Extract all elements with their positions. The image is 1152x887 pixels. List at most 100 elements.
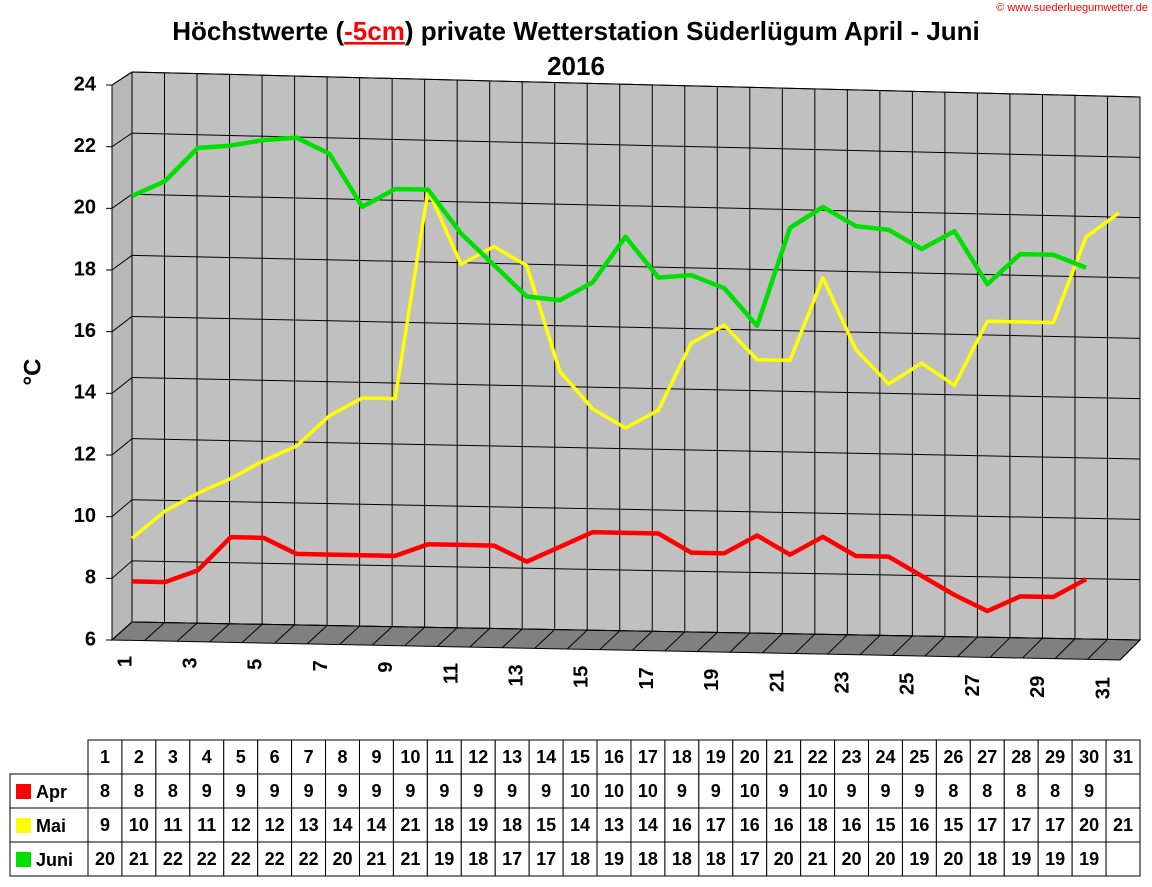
y-tick-label: 10 — [74, 505, 96, 527]
y-tick-label: 12 — [74, 443, 96, 465]
table-cell — [800, 773, 836, 809]
floor-line — [631, 630, 653, 651]
table-cell — [257, 841, 293, 877]
back-wall — [131, 71, 1141, 641]
grid-line — [131, 71, 1141, 98]
table-cell — [901, 739, 937, 775]
floor-line — [1119, 639, 1141, 661]
table-cell — [494, 807, 530, 843]
floor-line — [469, 628, 491, 648]
floor-line — [176, 622, 198, 642]
table-value: 18 — [468, 849, 488, 869]
grid-line-side — [111, 560, 133, 579]
copyright: © www.suederluegumwetter.de — [996, 2, 1148, 14]
table-header: 5 — [236, 747, 246, 767]
floor-line — [209, 623, 230, 643]
table-cell — [121, 807, 157, 843]
table-value: 9 — [507, 781, 517, 801]
floor-line — [144, 622, 165, 642]
table-value: 21 — [808, 849, 828, 869]
table-value: 20 — [943, 849, 963, 869]
table-cell — [834, 807, 870, 843]
table-cell — [766, 807, 802, 843]
table-value: 10 — [808, 781, 828, 801]
y-tick-label: 22 — [74, 135, 96, 157]
table-cell — [664, 807, 700, 843]
table-value: 14 — [570, 815, 590, 835]
x-tick-label: 1 — [114, 656, 136, 667]
table-header: 23 — [842, 747, 862, 767]
x-tick-label: 19 — [701, 669, 723, 691]
grid-line — [131, 315, 1141, 339]
table-cell — [1071, 841, 1107, 877]
table-cell — [800, 739, 836, 775]
floor-line — [1054, 638, 1076, 660]
table-cell — [969, 773, 1005, 809]
table-cell — [969, 739, 1005, 775]
x-tick-label: 5 — [245, 659, 267, 670]
table-cell — [223, 841, 259, 877]
table-value: 9 — [847, 781, 857, 801]
table-cell — [189, 841, 225, 877]
table-value: 20 — [95, 849, 115, 869]
table-header: 9 — [371, 747, 381, 767]
table-header: 28 — [1011, 747, 1031, 767]
table-value: 16 — [672, 815, 692, 835]
table-cell — [291, 807, 327, 843]
x-tick-label: 29 — [1027, 676, 1049, 698]
chart-title: Höchstwerte (-5cm) private Wetterstation… — [172, 16, 980, 46]
table-value: 21 — [129, 849, 149, 869]
left-wall — [111, 71, 133, 642]
legend-label: Mai — [36, 816, 66, 836]
table-cell — [800, 807, 836, 843]
table-value: 19 — [468, 815, 488, 835]
table-cell — [325, 807, 360, 843]
table-header: 8 — [338, 747, 348, 767]
x-tick-label: 15 — [571, 666, 593, 688]
floor-line — [599, 630, 621, 651]
table-value: 11 — [163, 815, 182, 835]
legend-swatch — [16, 852, 31, 867]
table-value: 9 — [371, 781, 381, 801]
legend-label: Juni — [36, 850, 73, 870]
table-cell — [257, 739, 293, 775]
table-value: 10 — [740, 781, 760, 801]
grid-line-side — [111, 193, 133, 209]
table-cell — [596, 841, 632, 877]
table-value: 15 — [536, 815, 556, 835]
table-value: 8 — [982, 781, 992, 801]
table-cell — [223, 739, 259, 775]
y-tick-label: 20 — [74, 197, 96, 219]
table-value: 8 — [168, 781, 178, 801]
table-value: 9 — [711, 781, 721, 801]
table-cell — [1003, 841, 1039, 877]
table-value: 16 — [909, 815, 929, 835]
grid-line — [131, 499, 1141, 520]
grid-line — [131, 377, 1141, 400]
grid-line-side — [111, 254, 133, 271]
table-cell — [1105, 773, 1141, 809]
x-tick-label: 25 — [897, 673, 919, 695]
table-cell — [528, 739, 564, 775]
table-value: 19 — [909, 849, 929, 869]
x-tick-label: 3 — [179, 657, 201, 668]
floor-line — [859, 634, 881, 656]
table-value: 17 — [502, 849, 522, 869]
table-cell — [562, 841, 598, 877]
table-cell — [698, 841, 734, 877]
table-cell — [291, 841, 327, 877]
floor-line — [274, 624, 295, 644]
table-header: 11 — [435, 747, 454, 767]
table-value: 10 — [570, 781, 590, 801]
table-cell — [358, 773, 394, 809]
table-value: 13 — [604, 815, 624, 835]
table-cell — [1037, 807, 1073, 843]
table-value: 14 — [366, 815, 386, 835]
table-value: 21 — [400, 815, 420, 835]
table-header: 22 — [808, 747, 828, 767]
table-cell — [698, 739, 734, 775]
table-header: 1 — [100, 747, 110, 767]
table-value: 10 — [604, 781, 624, 801]
table-value: 21 — [1113, 815, 1133, 835]
table-value: 8 — [134, 781, 144, 801]
